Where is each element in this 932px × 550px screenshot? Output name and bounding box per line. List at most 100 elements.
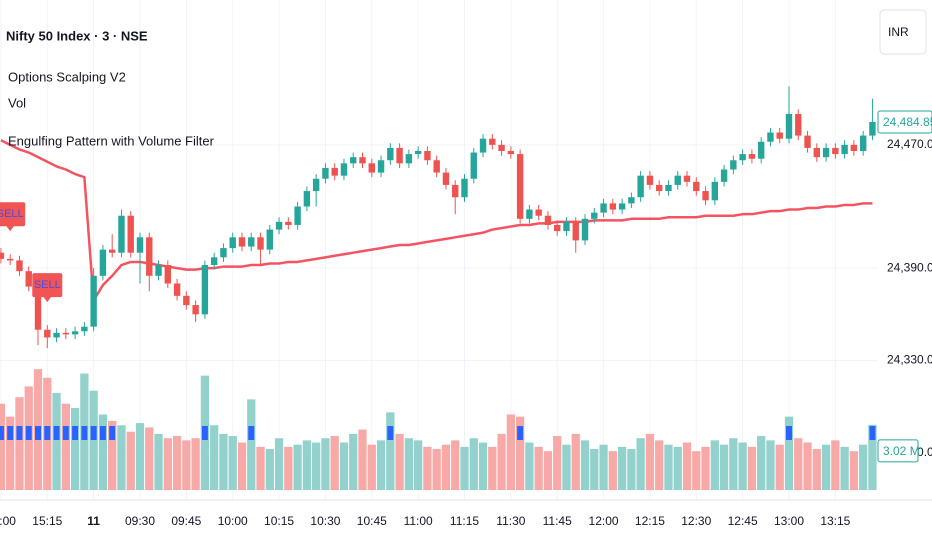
x-tick-label: 11:30 [496,514,525,528]
volume-filter-marker [53,426,60,440]
candle-body [183,295,190,306]
volume-filter-marker [90,426,97,440]
volume-bar [692,451,701,490]
candle-body [646,175,654,185]
volume-bar [256,446,265,490]
volume-bar [738,442,747,490]
candle-body [563,221,570,232]
volume-bar [15,397,24,490]
candle-body [340,163,348,176]
candle-body [479,138,487,153]
sell-signal-box [32,273,63,298]
volume-bar [358,429,367,490]
candle-body [312,178,320,192]
candle-body [720,169,728,182]
volume-bar [172,436,182,490]
indicator-label[interactable]: Options Scalping V2 [8,69,126,84]
volume-bar [423,446,432,490]
candle-body [405,154,413,164]
sell-signal: SELL [32,273,63,303]
candle-body [266,229,273,250]
volume-bar [451,440,460,490]
candle-body [665,184,672,192]
candle-body [767,132,774,142]
volume-bar [534,446,543,490]
candle-body [498,144,505,152]
candle-body [424,151,431,161]
last-price-tag [877,110,932,134]
currency-label[interactable]: INR [888,25,909,39]
volume-bar [210,425,219,490]
currency-button[interactable] [879,9,927,55]
volume-bar [655,440,664,490]
candle-body [53,332,60,338]
volume-bar [330,436,339,490]
candle-body [257,237,264,250]
volume-bar [274,438,284,490]
volume-filter-marker [72,426,79,440]
volume-filter-marker [869,426,876,440]
volume-filter-marker [99,426,106,440]
price-pane: SELL SELL [0,86,876,349]
indicator-label[interactable]: Engulfing Pattern with Volume Filter [8,133,215,148]
x-tick-label: 12:15 [635,514,665,528]
candle-body [869,121,876,136]
labels: Nifty 50 Index · 3 · NSE Options Scalpin… [6,9,927,148]
candle-body [516,154,524,219]
x-tick-label: 15:15 [32,514,62,528]
candle-body [693,181,700,192]
candle-body [210,257,218,266]
x-tick-label: 10:45 [357,514,387,528]
last-volume-label: 3.02 M [883,444,920,458]
volume-filter-marker [81,426,88,440]
candle-body [822,147,830,158]
candle-body [859,135,867,152]
x-tick-label: 13:15 [820,514,850,528]
volume-bar [821,444,831,490]
volume-bar [525,442,534,490]
volume-bar [386,412,395,490]
volume-bar [469,438,478,490]
volume-bar [543,451,553,490]
candle-body [683,175,691,182]
volume-filter-marker [0,426,4,440]
candle-body [757,141,765,159]
candle-body [813,147,821,158]
candle-body [600,203,607,213]
candle-body [229,237,236,249]
candle-body [581,218,589,241]
candle-body [192,305,199,315]
volume-bar [89,390,98,490]
volume-bar [747,446,757,490]
volume-bar [831,440,840,490]
volume-bar [367,444,376,490]
candle-body [442,172,450,185]
volume-bar [284,446,293,490]
volume-bar [414,440,423,490]
candle-body [396,147,403,164]
candle-body [368,163,375,173]
indicator-label[interactable]: Vol [8,95,26,110]
volume-bar [182,440,191,490]
candle-body [795,114,802,136]
volume-filter-marker [62,426,69,440]
volume-bar [478,442,488,490]
candle-body [71,331,79,335]
x-tick-label: 09:30 [125,514,155,528]
candle-body [16,260,23,272]
candle-body [387,147,394,161]
candle-body [108,249,116,253]
volume-bar [349,433,358,490]
volume-bar [163,438,172,490]
last-volume-tag [877,439,919,463]
volume-bar [719,444,729,490]
candle-body [81,326,88,332]
volume-bar [432,449,441,490]
candle-body [591,212,598,219]
volume-bar [237,442,247,490]
volume-bar [460,446,469,490]
volume-bar [729,438,738,490]
y-tick-label: 24,390.00 [887,260,932,274]
candle-body [173,283,181,296]
